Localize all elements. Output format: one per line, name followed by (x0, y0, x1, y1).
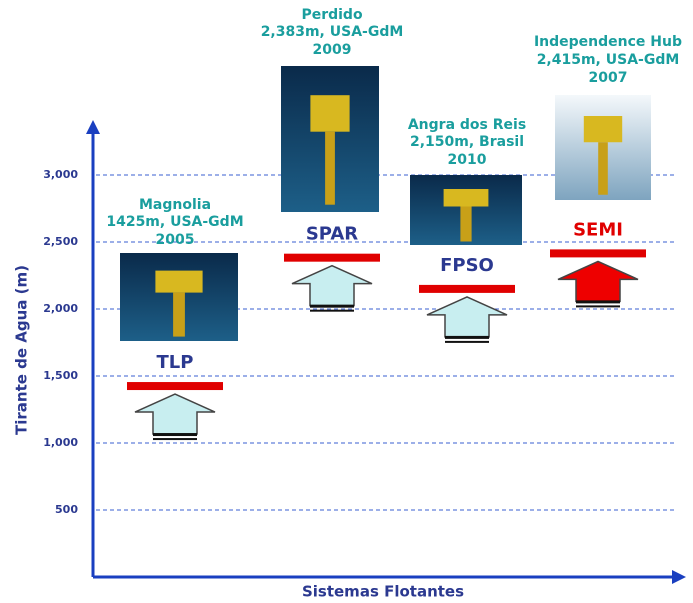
annotation: 2009 (313, 42, 352, 58)
y-tick-label: 1,500 (43, 369, 78, 382)
depth-bar (127, 382, 223, 391)
arrow-base (576, 300, 620, 304)
platform-leg (173, 292, 185, 337)
annotation: Perdido (301, 7, 363, 23)
category-label: SPAR (306, 224, 358, 245)
depth-bar (419, 284, 515, 293)
category-label: FPSO (440, 255, 494, 276)
annotation: 2,415m, USA-GdM (537, 52, 680, 68)
arrow-base (310, 304, 354, 308)
y-tick-label: 2,500 (43, 235, 78, 248)
depth-bar (550, 249, 646, 258)
arrow (291, 264, 373, 307)
arrow-base (310, 309, 354, 312)
category-label: SEMI (573, 219, 623, 240)
y-tick-label: 3,000 (43, 168, 78, 181)
y-tick-label: 1,000 (43, 436, 78, 449)
annotation: Angra dos Reis (408, 117, 526, 133)
x-axis-title: Sistemas Flotantes (302, 583, 464, 601)
depth-bar (284, 253, 380, 262)
annotation: Independence Hub (534, 34, 682, 50)
annotation: Magnolia (139, 197, 211, 213)
annotation: 2005 (156, 232, 195, 248)
arrow-base (445, 340, 489, 343)
arrow-base (445, 335, 489, 339)
platform-leg (460, 206, 472, 242)
y-tick-label: 500 (55, 503, 78, 516)
arrow-base (576, 305, 620, 308)
annotation: 2007 (589, 70, 628, 86)
y-tick-label: 2,000 (43, 302, 78, 315)
annotation: 2,150m, Brasil (410, 134, 524, 150)
arrow-base (153, 433, 197, 437)
arrow (134, 393, 216, 435)
platform-leg (325, 131, 335, 205)
arrow (426, 296, 508, 338)
y-axis-title: Tirante de Agua (m) (13, 265, 31, 435)
platform-deck (155, 270, 203, 293)
category-label: TLP (157, 352, 194, 373)
annotation: 2,383m, USA-GdM (261, 24, 404, 40)
platform-deck (443, 189, 489, 207)
y-axis-arrow (86, 120, 100, 134)
arrow-base (153, 438, 197, 441)
annotation: 1425m, USA-GdM (106, 214, 243, 230)
arrow (557, 260, 639, 303)
platform-deck (310, 95, 350, 132)
x-axis-arrow (672, 570, 686, 584)
annotation: 2010 (448, 152, 487, 168)
platform-deck (583, 116, 623, 143)
platform-leg (598, 142, 608, 195)
